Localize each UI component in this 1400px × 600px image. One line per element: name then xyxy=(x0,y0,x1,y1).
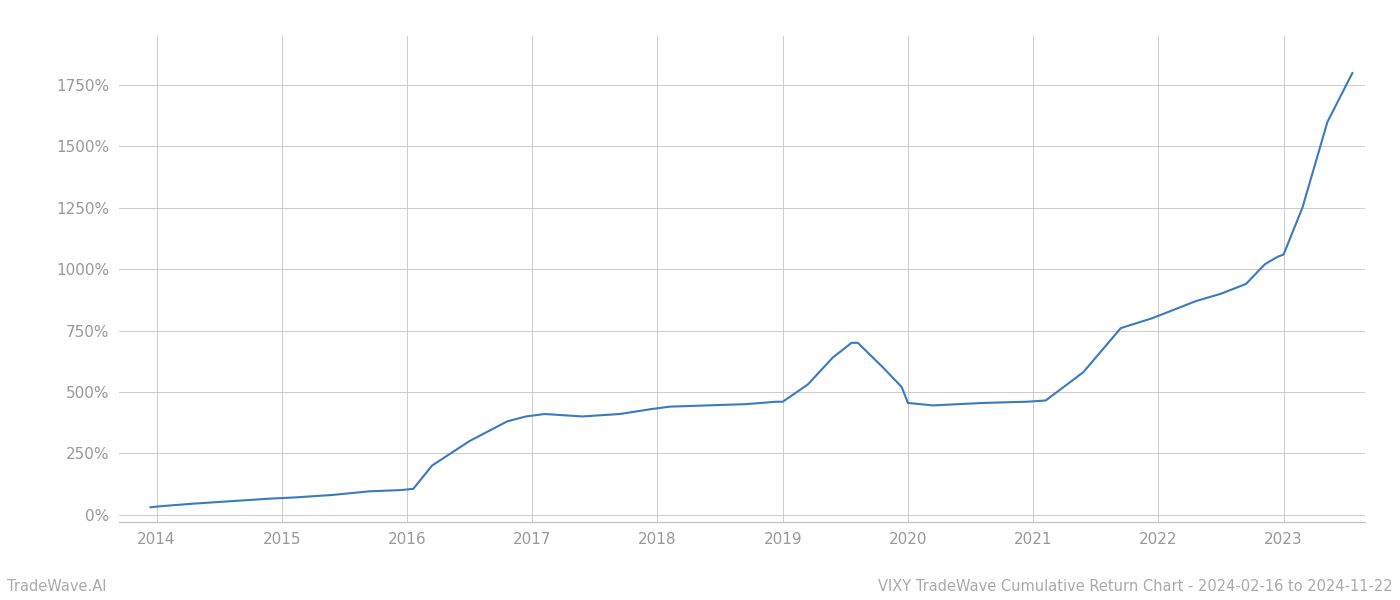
Text: VIXY TradeWave Cumulative Return Chart - 2024-02-16 to 2024-11-22: VIXY TradeWave Cumulative Return Chart -… xyxy=(878,579,1393,594)
Text: TradeWave.AI: TradeWave.AI xyxy=(7,579,106,594)
